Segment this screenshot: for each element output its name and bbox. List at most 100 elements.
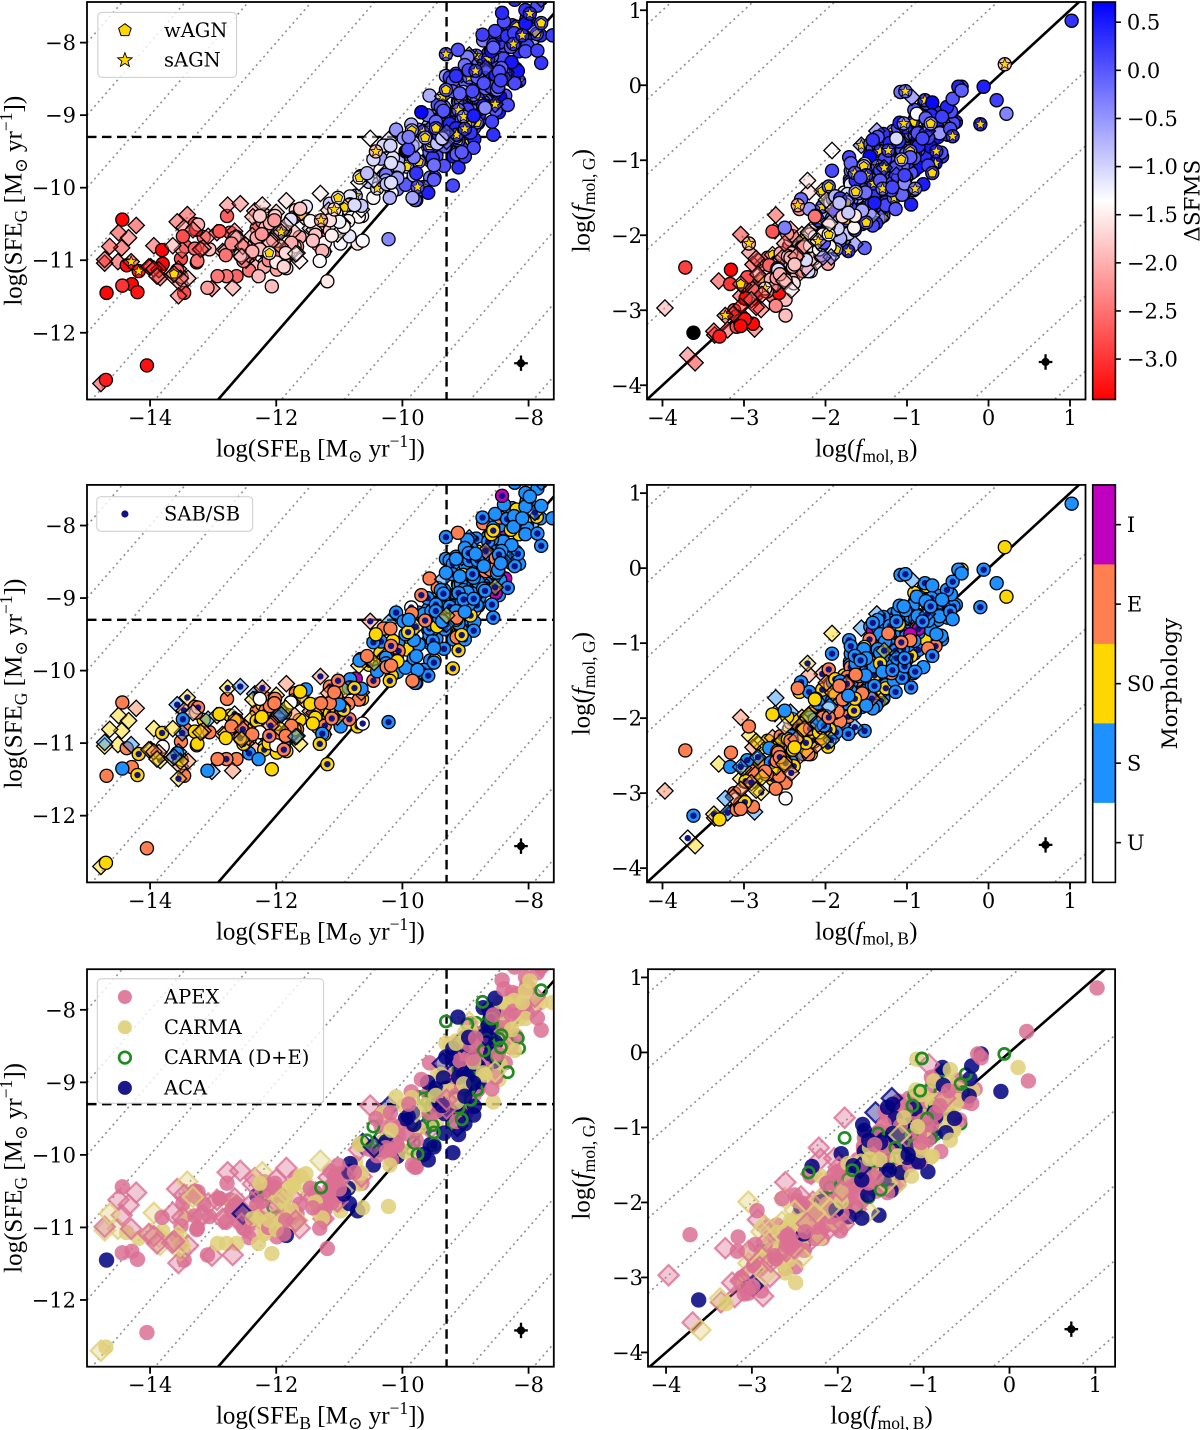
scatter-point: [888, 201, 903, 217]
dotted-offset-line: [154, 969, 502, 1367]
scatter-point: [747, 781, 766, 800]
bar-marker: [351, 684, 358, 692]
scatter-point: [115, 695, 130, 710]
dotted-offset-line: [647, 2, 755, 101]
scatter-point: [193, 721, 213, 740]
scatter-point: [109, 223, 128, 242]
scatter-point: [465, 1075, 482, 1091]
scatter-point: [251, 751, 266, 767]
x-tick-label: 1: [1063, 889, 1076, 913]
scatter-point: [476, 558, 491, 574]
scatter-point: [251, 268, 266, 284]
scatter-point: [313, 696, 329, 711]
x-axis-label: log(fmol, B): [815, 918, 917, 948]
scatter-point: [484, 1081, 500, 1097]
error-cross-center: [1041, 357, 1050, 367]
scatter-point: [807, 692, 823, 707]
scatter-point: [426, 1139, 442, 1155]
x-tick-label: −3: [736, 1373, 767, 1397]
scatter-point: [903, 1168, 920, 1184]
scatter-point: [787, 1187, 803, 1203]
scatter-point: [448, 68, 464, 84]
scatter-point: [989, 575, 1004, 591]
scatter-point: [946, 1110, 963, 1127]
scatter-point: [736, 1239, 761, 1263]
scatter-point: [820, 697, 839, 716]
scatter-point: [708, 1286, 732, 1311]
scatter-point: [220, 1243, 245, 1267]
colorbar-tick-label: U: [1127, 831, 1145, 855]
scatter-point: [800, 665, 819, 684]
wagn-marker: [264, 247, 275, 258]
legend-label: ACA: [163, 1076, 208, 1099]
scatter-point: [420, 1152, 436, 1168]
scatter-point: [139, 257, 158, 276]
scatter-point: [190, 217, 206, 232]
scatter-point: [795, 719, 814, 738]
scatter-point: [452, 569, 468, 584]
scatter-point: [92, 1218, 117, 1243]
scatter-point: [95, 254, 114, 273]
scatter-point: [382, 1157, 398, 1173]
scatter-point: [678, 743, 693, 758]
scatter-point: [115, 761, 130, 776]
wagn-marker: [440, 84, 452, 95]
scatter-point: [787, 740, 802, 755]
scatter-point: [383, 621, 398, 636]
scatter-point: [940, 1083, 957, 1099]
scatter-point: [929, 626, 944, 642]
scatter-point: [709, 271, 728, 291]
scatter-point: [749, 1203, 765, 1219]
scatter-point: [400, 1108, 416, 1125]
scatter-point: [932, 1098, 948, 1114]
legend-star-icon: [116, 51, 134, 68]
scatter-point: [200, 763, 215, 778]
sagn-marker: [881, 143, 895, 157]
scatter-point: [832, 1212, 856, 1236]
scatter-point: [383, 138, 398, 153]
scatter-point: [100, 720, 119, 739]
colorbar-dsfms: 0.5 0.0 −0.5 −1.0 −1.5 −2.0 −2.5 −3.0 ΔSFMS: [1091, 1, 1200, 401]
scatter-point: [837, 1130, 852, 1145]
scatter-point: [409, 165, 424, 181]
x-tick-label: −10: [380, 889, 424, 913]
scatter-point: [191, 723, 210, 742]
scatter-point: [514, 994, 530, 1011]
bar-marker: [488, 601, 496, 608]
scatter-point: [452, 1052, 468, 1069]
scatter-point: [319, 1240, 336, 1257]
scatter-point: [454, 1112, 469, 1127]
sagn-marker: [523, 6, 537, 20]
bar-marker: [977, 603, 984, 611]
scatter-point: [401, 129, 416, 145]
scatter-point: [712, 329, 727, 344]
bar-marker: [469, 570, 476, 578]
y-tick-label: 0: [630, 1041, 643, 1065]
x-tick-label: −2: [810, 406, 841, 430]
bar-marker: [237, 683, 244, 690]
scatter-point: [200, 280, 215, 295]
scatter-point: [437, 606, 456, 625]
scatter-point: [801, 1165, 816, 1180]
scatter-point: [484, 114, 500, 129]
y-tick-label: −10: [32, 659, 76, 683]
scatter-point: [493, 1040, 508, 1055]
legend-circle-icon: [117, 990, 132, 1004]
scatter-point: [448, 1035, 464, 1051]
scatter-point: [267, 213, 282, 228]
bar-marker: [915, 646, 922, 654]
scatter-point: [768, 298, 783, 313]
bar-marker: [170, 753, 178, 761]
bar-marker: [911, 668, 919, 675]
scatter-point: [228, 1159, 253, 1183]
scatter-point: [368, 1110, 384, 1127]
colorbar-segment: [1092, 723, 1116, 804]
error-cross-center: [516, 359, 526, 368]
x-tick-label: −12: [254, 406, 298, 430]
wagn-marker: [168, 268, 180, 279]
scatter-point: [997, 1046, 1012, 1061]
scatter-point: [913, 1083, 928, 1098]
scatter-point: [109, 706, 128, 725]
bar-marker: [134, 771, 141, 779]
scatter-point: [522, 973, 538, 989]
